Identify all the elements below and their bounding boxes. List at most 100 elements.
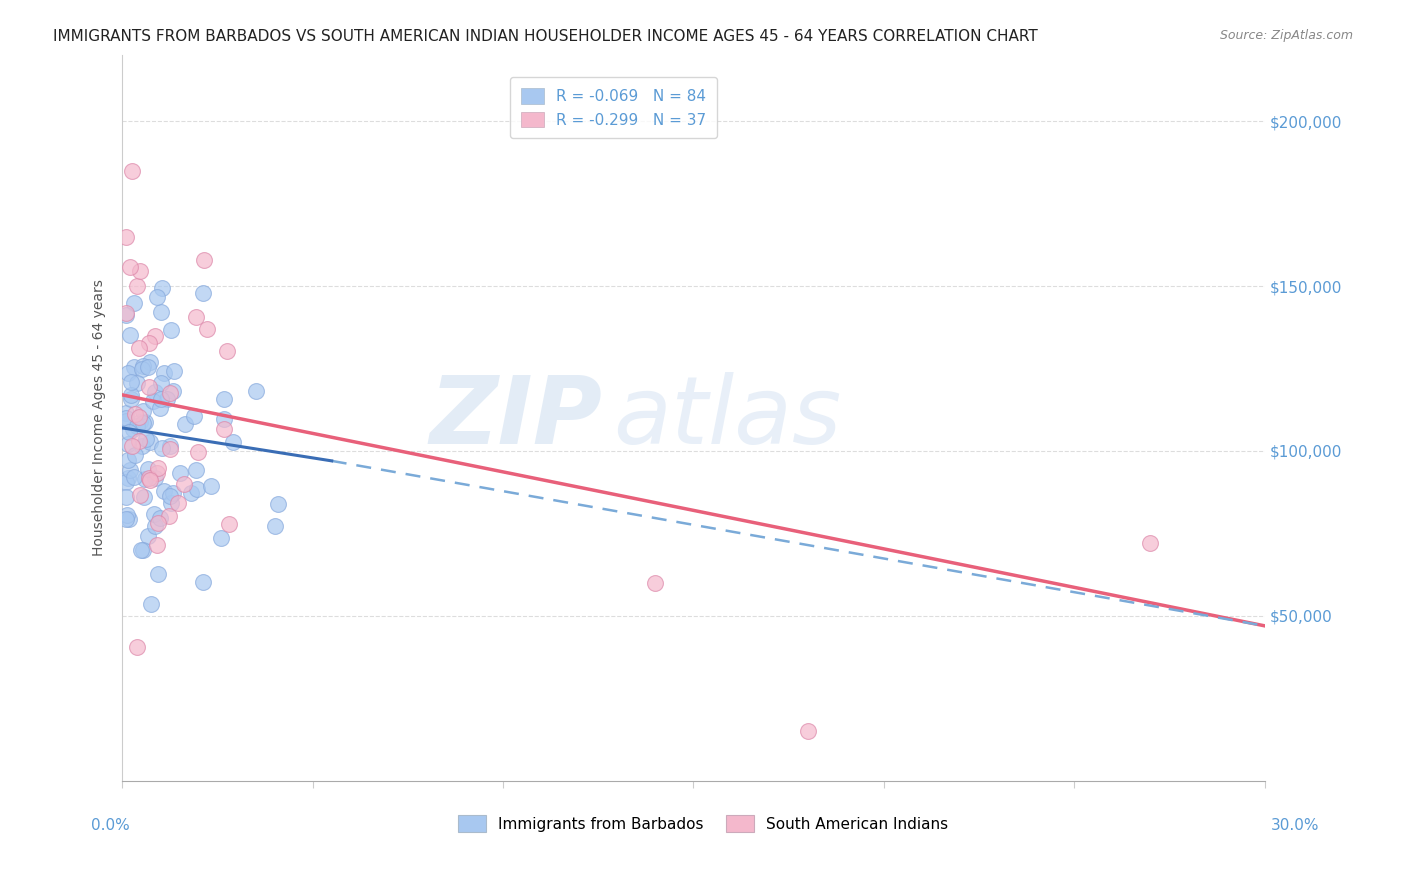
Point	[138, 471, 160, 485]
Point	[117, 437, 139, 451]
Point	[120, 388, 142, 402]
Text: atlas: atlas	[613, 373, 842, 464]
Point	[132, 417, 155, 431]
Point	[143, 329, 166, 343]
Point	[115, 411, 138, 425]
Point	[159, 439, 181, 453]
Point	[160, 496, 183, 510]
Point	[122, 470, 145, 484]
Point	[117, 452, 139, 467]
Point	[174, 417, 197, 431]
Point	[150, 281, 173, 295]
Point	[218, 516, 240, 531]
Point	[120, 328, 142, 343]
Point	[157, 508, 180, 523]
Point	[169, 466, 191, 480]
Point	[138, 336, 160, 351]
Point	[134, 432, 156, 446]
Point	[139, 355, 162, 369]
Point	[150, 441, 173, 455]
Point	[115, 511, 138, 525]
Point	[146, 566, 169, 581]
Point	[214, 422, 236, 436]
Point	[153, 367, 176, 381]
Point	[145, 290, 167, 304]
Point	[118, 462, 141, 476]
Point	[159, 386, 181, 401]
Point	[148, 461, 170, 475]
Point	[191, 285, 214, 300]
Point	[150, 392, 173, 406]
Point	[128, 434, 150, 448]
Point	[212, 412, 235, 426]
Point	[245, 384, 267, 398]
Point	[193, 252, 215, 267]
Point	[120, 376, 142, 390]
Point	[217, 343, 239, 358]
Point	[124, 449, 146, 463]
Point	[139, 473, 162, 487]
Point	[132, 404, 155, 418]
Point	[142, 507, 165, 521]
Point	[146, 467, 169, 481]
Point	[115, 475, 138, 490]
Point	[139, 597, 162, 611]
Point	[146, 516, 169, 530]
Point	[143, 384, 166, 399]
Point	[180, 485, 202, 500]
Legend: R = -0.069   N = 84, R = -0.299   N = 37: R = -0.069 N = 84, R = -0.299 N = 37	[510, 78, 717, 138]
Point	[115, 414, 138, 428]
Point	[145, 538, 167, 552]
Point	[122, 422, 145, 436]
Point	[173, 476, 195, 491]
Point	[159, 489, 181, 503]
Point	[128, 488, 150, 502]
Point	[128, 341, 150, 355]
Point	[131, 439, 153, 453]
Point	[138, 380, 160, 394]
Point	[644, 576, 666, 591]
Point	[184, 310, 207, 325]
Point	[132, 359, 155, 373]
Point	[159, 442, 181, 456]
Point	[132, 490, 155, 504]
Point	[120, 392, 142, 406]
Point	[149, 401, 172, 416]
Point	[120, 260, 142, 275]
Point	[115, 306, 138, 320]
Text: 30.0%: 30.0%	[1271, 818, 1319, 832]
Point	[212, 392, 235, 406]
Point	[117, 425, 139, 439]
Point	[125, 278, 148, 293]
Point	[184, 463, 207, 477]
Point	[183, 409, 205, 424]
Point	[1139, 536, 1161, 550]
Point	[128, 410, 150, 425]
Point	[131, 361, 153, 376]
Point	[115, 406, 138, 420]
Point	[136, 529, 159, 543]
Point	[796, 724, 818, 739]
Point	[267, 497, 290, 511]
Legend: Immigrants from Barbados, South American Indians: Immigrants from Barbados, South American…	[451, 809, 955, 838]
Point	[163, 364, 186, 378]
Point	[121, 439, 143, 453]
Text: Source: ZipAtlas.com: Source: ZipAtlas.com	[1219, 29, 1353, 42]
Text: ZIP: ZIP	[429, 372, 602, 464]
Point	[187, 445, 209, 459]
Point	[117, 508, 139, 522]
Text: IMMIGRANTS FROM BARBADOS VS SOUTH AMERICAN INDIAN HOUSEHOLDER INCOME AGES 45 - 6: IMMIGRANTS FROM BARBADOS VS SOUTH AMERIC…	[53, 29, 1038, 44]
Point	[136, 360, 159, 375]
Point	[142, 393, 165, 408]
Point	[129, 542, 152, 557]
Point	[160, 323, 183, 337]
Point	[153, 484, 176, 499]
Point	[150, 305, 173, 319]
Point	[136, 462, 159, 476]
Point	[149, 376, 172, 390]
Point	[263, 519, 285, 533]
Point	[143, 471, 166, 485]
Y-axis label: Householder Income Ages 45 - 64 years: Householder Income Ages 45 - 64 years	[93, 279, 107, 557]
Point	[115, 490, 138, 504]
Point	[118, 512, 141, 526]
